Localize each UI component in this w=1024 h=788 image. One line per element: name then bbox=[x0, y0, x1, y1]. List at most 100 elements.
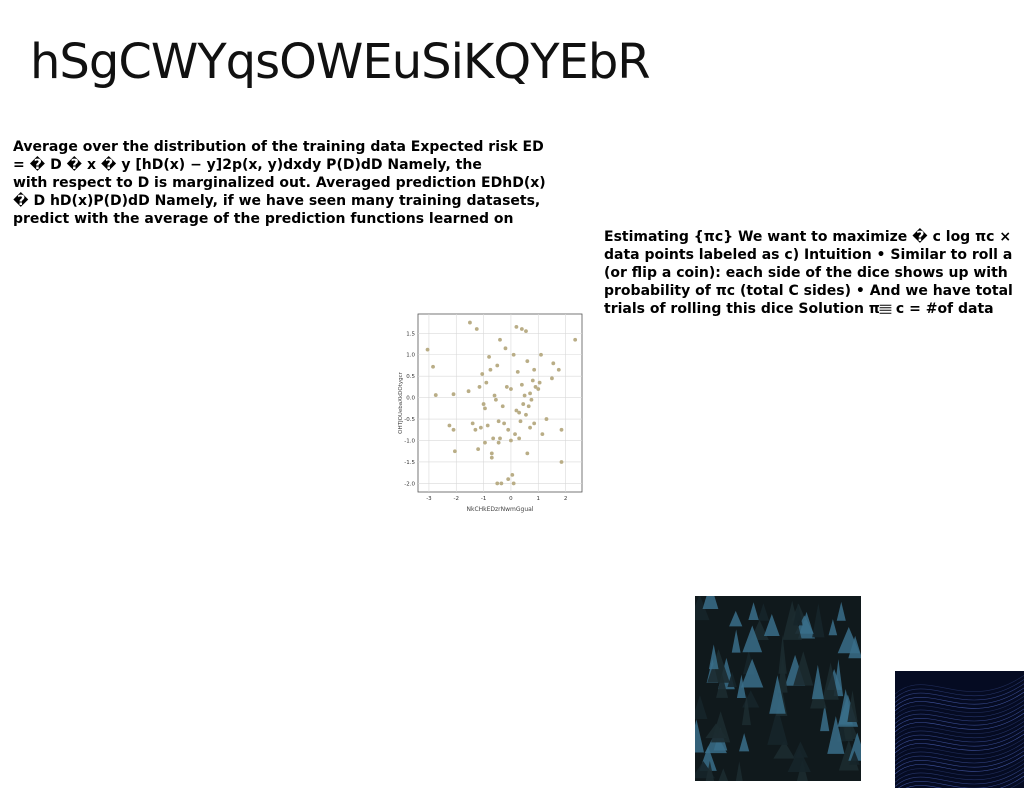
wave-image bbox=[895, 671, 1024, 788]
scatter-point bbox=[509, 438, 513, 443]
scatter-point bbox=[525, 451, 530, 456]
scatter-point bbox=[540, 432, 545, 436]
wave-line bbox=[895, 741, 1024, 762]
text-line: predict with the average of the predicti… bbox=[13, 211, 514, 227]
tree-shape bbox=[828, 619, 838, 636]
scatter-point bbox=[473, 427, 478, 432]
scatter-point bbox=[506, 427, 511, 432]
tree-shape bbox=[705, 760, 715, 781]
wave-line bbox=[895, 729, 1024, 750]
scatter-point bbox=[496, 440, 501, 445]
scatter-point bbox=[491, 436, 496, 441]
scatter-point bbox=[466, 389, 471, 394]
scatter-point bbox=[451, 427, 456, 432]
tree-shape bbox=[736, 674, 746, 698]
wave-line bbox=[895, 674, 1024, 695]
tree-shape bbox=[827, 716, 845, 754]
scatter-point bbox=[453, 449, 457, 454]
tree-shape bbox=[708, 644, 719, 670]
tree-shape bbox=[716, 673, 729, 698]
scatter-point bbox=[573, 337, 578, 342]
text-line: data points labeled as c) Intuition • Si… bbox=[604, 247, 1013, 263]
plot-frame bbox=[417, 313, 583, 493]
text-line: with respect to D is marginalized out. A… bbox=[13, 175, 546, 191]
scatter-point bbox=[539, 352, 543, 357]
forest-photo bbox=[695, 596, 861, 781]
scatter-point bbox=[470, 421, 475, 426]
scatter-point bbox=[509, 387, 513, 391]
tree-shape bbox=[707, 649, 730, 683]
scatter-point bbox=[529, 397, 534, 402]
scatter-point bbox=[526, 404, 531, 409]
scatter-point bbox=[476, 447, 481, 452]
scatter-point bbox=[532, 367, 537, 372]
text-line: Estimating {πc} We want to maximize � c … bbox=[604, 229, 1012, 245]
tree-shape bbox=[777, 655, 788, 693]
scatter-point bbox=[530, 378, 535, 383]
tree-shape bbox=[731, 629, 741, 653]
wave-line bbox=[895, 678, 1024, 699]
scatter-point bbox=[517, 436, 522, 441]
text-block-estimating-pi: Estimating {πc} We want to maximize � c … bbox=[604, 228, 1013, 318]
y-tick-label: 0.5 bbox=[406, 374, 415, 380]
plot-grid bbox=[418, 314, 582, 492]
scatter-point bbox=[528, 391, 532, 396]
tree-shape bbox=[811, 664, 824, 700]
scatter-point bbox=[515, 370, 520, 374]
text-block-expected-risk: Average over the distribution of the tra… bbox=[13, 138, 546, 228]
scatter-point bbox=[514, 324, 519, 329]
wave-line bbox=[895, 754, 1024, 775]
x-tick-label: 2 bbox=[564, 496, 568, 502]
text-line: = � D � x � y [hD(x) − y]2p(x, y)dxdy P(… bbox=[13, 157, 482, 173]
tree-shape bbox=[748, 602, 759, 621]
scatter-point bbox=[492, 393, 497, 398]
tree-shape bbox=[793, 651, 814, 686]
wave-line bbox=[897, 771, 1024, 788]
wave-line bbox=[895, 737, 1024, 758]
scatter-point bbox=[474, 327, 479, 331]
wave-line bbox=[895, 762, 1024, 783]
scatter-point bbox=[478, 425, 483, 430]
scatter-point bbox=[488, 367, 493, 372]
text-line: trials of rolling this dice Solution π𝄙 … bbox=[604, 301, 994, 317]
text-line: probability of πc (total C sides) • And … bbox=[604, 283, 1013, 299]
plot-points bbox=[425, 320, 578, 486]
text-line: Average over the distribution of the tra… bbox=[13, 139, 544, 155]
x-tick-label: -3 bbox=[426, 496, 432, 502]
tree-shape bbox=[727, 671, 737, 687]
scatter-point bbox=[525, 359, 530, 364]
scatter-point bbox=[483, 440, 487, 445]
y-tick-label: -0.5 bbox=[404, 417, 415, 423]
tree-shape bbox=[741, 694, 751, 726]
scatter-point bbox=[513, 432, 517, 436]
tree-shape bbox=[773, 740, 795, 759]
scatter-point bbox=[425, 347, 430, 352]
scatter-point bbox=[511, 481, 516, 486]
x-tick-label: -1 bbox=[481, 496, 486, 502]
scatter-point bbox=[485, 423, 490, 428]
scatter-point bbox=[537, 380, 542, 385]
y-tick-label: 1.0 bbox=[406, 353, 415, 359]
forest-image bbox=[695, 596, 861, 781]
tree-shape bbox=[847, 690, 858, 723]
tree-shape bbox=[704, 732, 727, 754]
scatter-point bbox=[447, 423, 452, 428]
scatter-point bbox=[519, 327, 524, 331]
scatter-point bbox=[533, 385, 538, 389]
wave-line bbox=[895, 725, 1024, 746]
y-axis-label: OHTJOUebaXkDOtygcr bbox=[398, 371, 404, 433]
scatter-point bbox=[468, 320, 472, 325]
scatter-point bbox=[477, 385, 482, 389]
scatter-point bbox=[481, 402, 486, 406]
tree-shape bbox=[812, 603, 825, 638]
scatter-point bbox=[518, 419, 523, 424]
scatter-point bbox=[484, 380, 489, 385]
wave-line bbox=[895, 746, 1024, 767]
tree-shape bbox=[848, 635, 861, 659]
scatter-point bbox=[499, 481, 504, 486]
x-axis-label: NkCHkEDzrNwmGgual bbox=[466, 506, 533, 513]
tree-shape bbox=[763, 613, 780, 636]
tree-shape bbox=[757, 603, 770, 621]
scatter-point bbox=[519, 382, 524, 387]
tree-shape bbox=[729, 610, 743, 627]
